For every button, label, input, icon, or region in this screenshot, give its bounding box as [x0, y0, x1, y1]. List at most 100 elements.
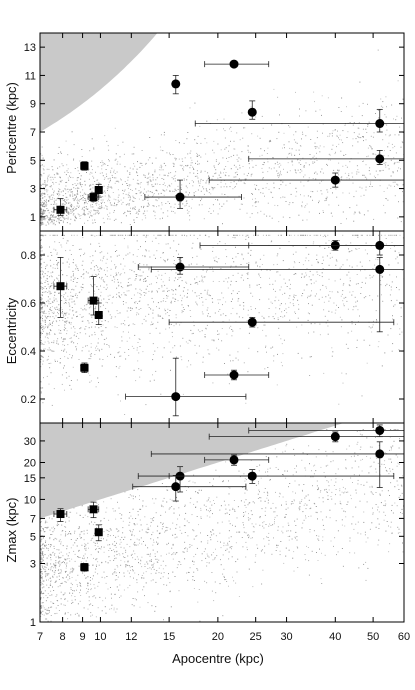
background-point	[62, 319, 64, 321]
background-point	[41, 210, 43, 212]
background-point	[161, 202, 163, 204]
background-point	[397, 456, 399, 458]
background-point	[379, 170, 380, 172]
background-point	[247, 149, 249, 151]
background-point	[78, 292, 80, 294]
background-point	[200, 541, 202, 543]
background-point	[308, 260, 310, 262]
background-point	[132, 208, 134, 210]
background-point	[225, 172, 227, 173]
background-point	[133, 605, 135, 607]
background-point	[250, 174, 252, 176]
background-point	[109, 202, 111, 204]
background-point	[98, 273, 100, 275]
background-point	[52, 586, 53, 588]
background-point	[292, 303, 294, 305]
background-point	[45, 313, 47, 314]
background-point	[377, 174, 379, 176]
background-point	[305, 517, 307, 519]
background-point	[206, 293, 208, 295]
background-point	[357, 141, 359, 143]
background-point	[200, 190, 202, 192]
background-point	[49, 217, 50, 219]
background-point	[63, 217, 65, 219]
background-point	[152, 323, 154, 325]
background-point	[64, 338, 66, 340]
background-point	[48, 196, 50, 198]
background-point	[196, 535, 198, 537]
background-point	[227, 287, 229, 289]
background-point	[105, 301, 107, 303]
background-point	[108, 181, 110, 183]
background-point	[359, 315, 360, 317]
background-point	[116, 296, 117, 298]
background-point	[160, 134, 162, 136]
background-point	[319, 548, 320, 550]
background-point	[230, 156, 232, 158]
background-point	[342, 290, 344, 292]
background-point	[232, 507, 234, 509]
background-point	[381, 490, 383, 492]
background-point	[42, 555, 44, 556]
background-point	[47, 613, 49, 615]
background-point	[232, 274, 234, 276]
background-point	[260, 277, 262, 278]
background-point	[71, 191, 73, 193]
background-point	[131, 298, 133, 299]
background-point	[351, 266, 353, 268]
background-point	[40, 224, 42, 226]
background-point	[398, 349, 400, 351]
background-point	[129, 284, 131, 286]
background-point	[153, 254, 155, 256]
background-point	[316, 173, 318, 175]
background-point	[328, 294, 330, 296]
background-point	[282, 181, 284, 183]
background-point	[197, 329, 199, 331]
background-point	[310, 476, 312, 478]
background-point	[94, 219, 96, 221]
background-point	[306, 274, 307, 276]
background-point	[393, 245, 395, 247]
background-point	[355, 301, 357, 303]
background-point	[131, 534, 133, 536]
background-point	[380, 502, 382, 504]
background-point	[368, 170, 370, 172]
background-point	[116, 579, 118, 581]
background-point	[95, 265, 97, 267]
background-point	[295, 149, 297, 151]
background-point	[315, 280, 317, 282]
background-point	[58, 563, 60, 564]
background-point	[189, 215, 191, 217]
background-point	[70, 276, 72, 278]
background-point	[74, 219, 76, 221]
background-point	[41, 270, 43, 272]
background-point	[40, 240, 42, 241]
background-point	[353, 132, 355, 134]
background-point	[145, 571, 147, 573]
background-point	[316, 160, 318, 161]
background-point	[46, 191, 48, 193]
background-point	[50, 214, 52, 216]
background-point	[272, 283, 274, 285]
background-point	[180, 165, 182, 167]
background-point	[133, 347, 135, 349]
background-point	[233, 261, 235, 263]
background-point	[238, 291, 240, 292]
background-point	[98, 204, 100, 206]
background-point	[50, 176, 52, 178]
background-point	[275, 313, 277, 315]
background-point	[189, 107, 191, 109]
background-point	[42, 360, 44, 362]
background-point	[322, 268, 324, 270]
y-tick-label: 7	[30, 127, 36, 139]
background-point	[222, 223, 223, 225]
background-point	[119, 156, 121, 158]
background-point	[324, 315, 326, 317]
background-point	[384, 164, 386, 166]
background-point	[77, 170, 79, 172]
background-point	[71, 307, 73, 308]
background-point	[350, 498, 352, 500]
background-point	[159, 218, 161, 220]
background-point	[129, 167, 131, 169]
background-point	[89, 276, 90, 278]
